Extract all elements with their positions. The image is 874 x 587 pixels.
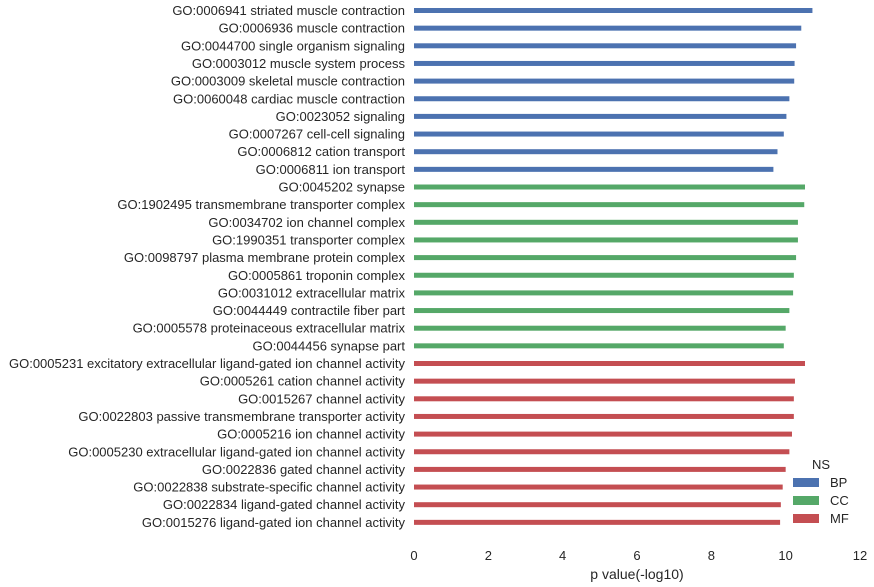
bar (414, 113, 787, 119)
category-label: GO:1990351 transporter complex (212, 232, 405, 247)
bar (414, 272, 794, 278)
bar (414, 519, 781, 525)
x-axis-ticks: 0 2 4 6 8 10 12 (410, 548, 867, 563)
category-label: GO:0034702 ion channel complex (208, 215, 405, 230)
category-label: GO:0003012 muscle system process (192, 56, 406, 71)
x-tick-label: 10 (778, 548, 792, 563)
legend-swatch (793, 514, 819, 523)
category-label: GO:0098797 plasma membrane protein compl… (124, 250, 406, 265)
bar (414, 149, 778, 155)
category-label: GO:0060048 cardiac muscle contraction (173, 91, 405, 106)
x-tick-label: 6 (633, 548, 640, 563)
bar (414, 25, 802, 31)
legend-swatch (793, 478, 819, 487)
category-label: GO:0022834 ligand-gated channel activity (163, 497, 406, 512)
category-label: GO:0005216 ion channel activity (217, 427, 405, 442)
bar (414, 449, 790, 455)
category-label: GO:0044456 synapse part (253, 338, 406, 353)
bar (414, 325, 786, 331)
legend-label: BP (830, 475, 847, 490)
bar (414, 184, 805, 190)
bar (414, 502, 781, 508)
bar (414, 484, 783, 490)
category-label: GO:0031012 extracellular matrix (218, 285, 406, 300)
category-label: GO:1902495 transmembrane transporter com… (117, 197, 405, 212)
category-label: GO:0022803 passive transmembrane transpo… (78, 409, 405, 424)
category-label: GO:0005261 cation channel activity (200, 374, 406, 389)
legend-swatch (793, 496, 819, 505)
bar (414, 308, 790, 314)
category-label: GO:0006811 ion transport (256, 162, 406, 177)
category-label: GO:0044700 single organism signaling (181, 38, 405, 53)
bar (414, 131, 784, 137)
category-label: GO:0007267 cell-cell signaling (229, 127, 405, 142)
category-label: GO:0023052 signaling (276, 109, 405, 124)
category-label: GO:0006936 muscle contraction (219, 21, 405, 36)
category-label: GO:0022838 substrate-specific channel ac… (133, 480, 405, 495)
category-label: GO:0044449 contractile fiber part (213, 303, 406, 318)
bar (414, 413, 794, 419)
bar (414, 237, 798, 243)
category-label: GO:0015267 channel activity (238, 391, 405, 406)
bar (414, 78, 795, 84)
bars-group (414, 8, 813, 525)
legend-items: BP CC MF (793, 475, 849, 526)
legend-label: MF (830, 511, 849, 526)
category-label: GO:0005578 proteinaceous extracellular m… (133, 321, 406, 336)
category-label: GO:0005861 troponin complex (228, 268, 406, 283)
bar (414, 343, 784, 349)
category-label: GO:0045202 synapse (279, 180, 405, 195)
x-tick-label: 2 (485, 548, 492, 563)
bar (414, 96, 790, 102)
category-label: GO:0015276 ligand-gated ion channel acti… (142, 515, 406, 530)
bar (414, 8, 813, 13)
category-label: GO:0006941 striated muscle contraction (172, 3, 405, 18)
legend-label: CC (830, 493, 849, 508)
bar (414, 60, 795, 66)
category-label: GO:0005230 extracellular ligand-gated io… (68, 444, 405, 459)
bar (414, 378, 795, 384)
category-label: GO:0022836 gated channel activity (202, 462, 406, 477)
bar (414, 166, 774, 172)
bar (414, 431, 792, 437)
category-labels: GO:0006941 striated muscle contraction GO… (9, 3, 406, 530)
x-tick-label: 12 (853, 548, 867, 563)
bar (414, 466, 786, 472)
x-tick-label: 4 (559, 548, 566, 563)
x-tick-label: 8 (708, 548, 715, 563)
legend: NS BP CC MF (793, 457, 849, 526)
category-label: GO:0005231 excitatory extracellular liga… (9, 356, 406, 371)
bar (414, 202, 805, 208)
legend-title: NS (812, 457, 830, 472)
bar (414, 290, 794, 296)
bar (414, 255, 797, 261)
x-tick-label: 0 (410, 548, 417, 563)
bar (414, 43, 797, 49)
category-label: GO:0006812 cation transport (237, 144, 405, 159)
x-axis-title: p value(-log10) (590, 566, 683, 582)
category-label: GO:0003009 skeletal muscle contraction (171, 74, 405, 89)
bar (414, 361, 805, 366)
bar (414, 396, 794, 402)
bar (414, 219, 798, 225)
